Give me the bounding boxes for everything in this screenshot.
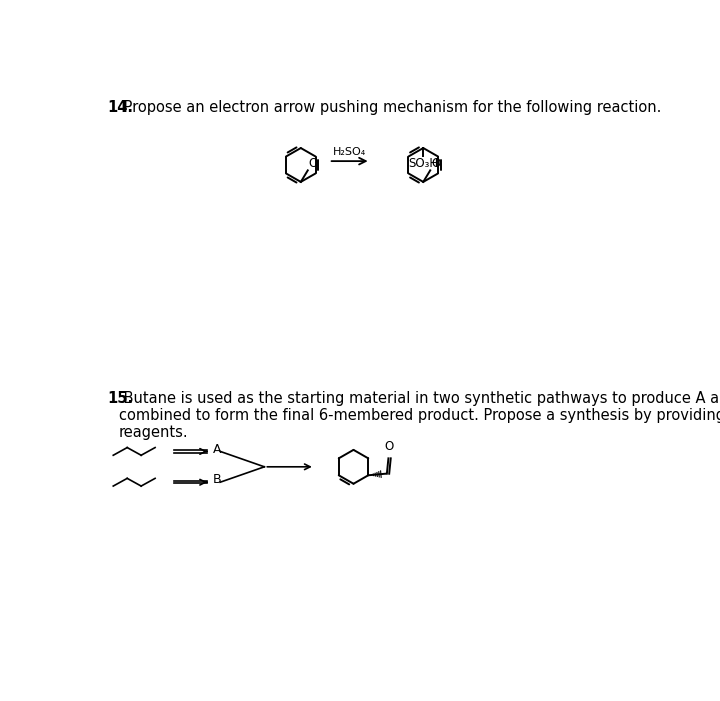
Text: A: A <box>212 442 221 456</box>
Text: O: O <box>431 156 440 170</box>
Text: B: B <box>212 473 221 486</box>
Text: O: O <box>309 156 318 170</box>
Text: SO₃H: SO₃H <box>408 157 438 170</box>
Text: H₂SO₄: H₂SO₄ <box>333 147 366 157</box>
Text: 15.: 15. <box>107 390 133 406</box>
Text: O: O <box>384 440 394 453</box>
Text: Propose an electron arrow pushing mechanism for the following reaction.: Propose an electron arrow pushing mechan… <box>119 100 661 114</box>
Text: 14.: 14. <box>107 100 133 114</box>
Text: Butane is used as the starting material in two synthetic pathways to produce A a: Butane is used as the starting material … <box>119 390 720 440</box>
